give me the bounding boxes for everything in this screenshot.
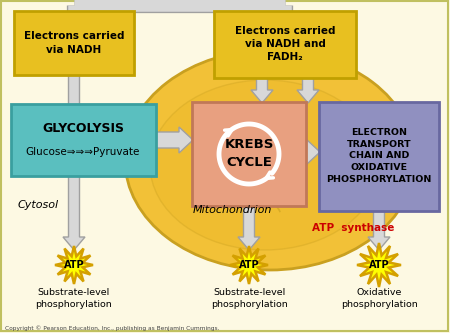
Ellipse shape <box>125 50 415 270</box>
Polygon shape <box>357 243 401 287</box>
FancyBboxPatch shape <box>11 104 156 176</box>
Polygon shape <box>305 139 320 165</box>
Text: Oxidative
phosphorylation: Oxidative phosphorylation <box>341 288 418 309</box>
Text: KREBS
CYCLE: KREBS CYCLE <box>224 139 274 169</box>
FancyBboxPatch shape <box>319 102 439 211</box>
Polygon shape <box>155 127 193 153</box>
FancyBboxPatch shape <box>192 102 306 206</box>
Text: Electrons carried
via NADH and
FADH₂: Electrons carried via NADH and FADH₂ <box>235 26 335 62</box>
Text: Mitochondrion: Mitochondrion <box>193 205 272 215</box>
Polygon shape <box>297 77 319 103</box>
Text: ATP: ATP <box>238 260 259 270</box>
FancyBboxPatch shape <box>14 11 134 75</box>
Text: GLYCOLYSIS: GLYCOLYSIS <box>42 122 124 135</box>
Text: Glucose⇒⇒⇒Pyruvate: Glucose⇒⇒⇒Pyruvate <box>26 147 140 157</box>
Text: Copyright © Pearson Education, Inc., publishing as Benjamin Cummings.: Copyright © Pearson Education, Inc., pub… <box>5 325 220 331</box>
Text: ATP  synthase: ATP synthase <box>312 223 394 233</box>
Text: Substrate-level
phosphorylation: Substrate-level phosphorylation <box>211 288 288 309</box>
Polygon shape <box>230 246 268 284</box>
Text: Cytosol: Cytosol <box>18 200 59 210</box>
Polygon shape <box>55 246 93 284</box>
Text: Electrons carried
via NADH: Electrons carried via NADH <box>24 31 124 55</box>
Text: Substrate-level
phosphorylation: Substrate-level phosphorylation <box>36 288 112 309</box>
Polygon shape <box>251 77 273 103</box>
Text: ELECTRON
TRANSPORT
CHAIN AND
OXIDATIVE
PHOSPHORYLATION: ELECTRON TRANSPORT CHAIN AND OXIDATIVE P… <box>326 128 432 184</box>
Polygon shape <box>238 205 260 250</box>
Polygon shape <box>368 210 390 250</box>
Ellipse shape <box>150 80 380 250</box>
FancyBboxPatch shape <box>214 11 356 78</box>
Text: ATP: ATP <box>369 260 389 270</box>
Polygon shape <box>63 74 85 250</box>
Text: ATP: ATP <box>64 260 84 270</box>
